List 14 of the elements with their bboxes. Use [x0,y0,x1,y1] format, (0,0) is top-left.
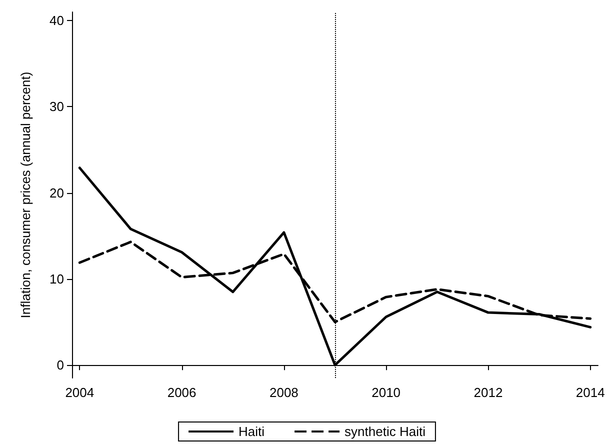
legend-label: Haiti [238,424,265,439]
y-axis-title: Inflation, consumer prices (annual percent) [18,72,33,318]
y-tick-label: 10 [50,271,64,286]
y-tick-label: 0 [56,358,64,373]
x-tick-label: 2014 [576,385,605,400]
y-tick-label: 30 [50,99,64,114]
y-tick-label: 20 [50,185,64,200]
x-tick-label: 2004 [65,385,94,400]
x-tick-label: 2008 [269,385,298,400]
legend-label: synthetic Haiti [344,424,426,439]
x-tick-label: 2010 [372,385,401,400]
x-tick-label: 2006 [167,385,196,400]
y-tick-label: 40 [50,13,64,28]
x-tick-label: 2012 [474,385,503,400]
